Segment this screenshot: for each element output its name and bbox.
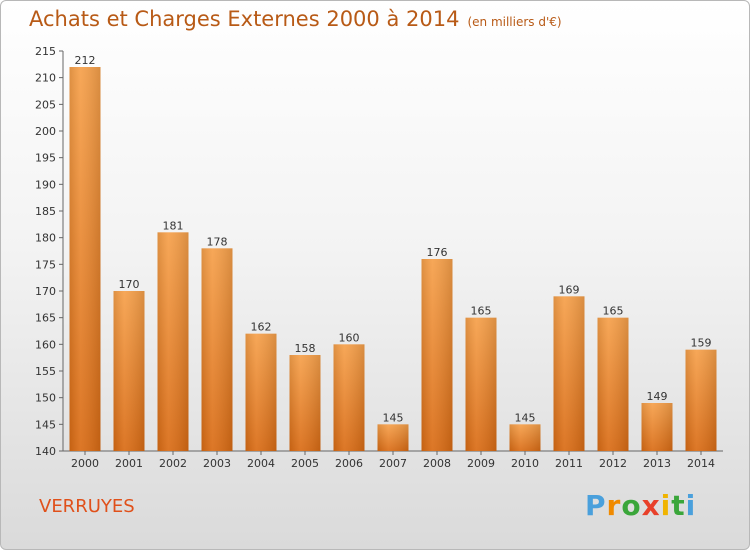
y-tick-label: 170 (35, 285, 56, 298)
bar-shade-2002 (157, 232, 189, 451)
bar-shade-2001 (113, 291, 145, 451)
x-tick-label: 2011 (555, 457, 583, 470)
bar-shade-2004 (245, 333, 277, 451)
bar-shade-2006 (333, 344, 365, 451)
y-tick-label: 160 (35, 338, 56, 351)
proxiti-logo: Proxiti (585, 489, 697, 522)
bar-shade-2014 (685, 349, 717, 451)
bar-value-label: 165 (471, 305, 492, 318)
bar-shade-2005 (289, 355, 321, 451)
chart-title: Achats et Charges Externes 2000 à 2014 (e… (29, 7, 562, 31)
bar-value-label: 145 (515, 411, 536, 424)
y-tick-label: 195 (35, 152, 56, 165)
chart-title-text: Achats et Charges Externes 2000 à 2014 (29, 7, 460, 31)
x-tick-label: 2002 (159, 457, 187, 470)
x-tick-label: 2013 (643, 457, 671, 470)
bar-value-label: 212 (75, 54, 96, 67)
y-tick-label: 150 (35, 392, 56, 405)
bar-shade-2008 (421, 259, 453, 451)
bar-value-label: 159 (691, 337, 712, 350)
bar-shade-2009 (465, 317, 497, 451)
y-tick-label: 185 (35, 205, 56, 218)
bars: 212 170 181 178 162 158 160 145 176 165 145 169 165 1… (69, 54, 717, 451)
bar-shade-2007 (377, 424, 409, 451)
bar-shade-2011 (553, 296, 585, 451)
bar-value-label: 178 (207, 235, 228, 248)
x-tick-label: 2003 (203, 457, 231, 470)
bar-shade-2012 (597, 317, 629, 451)
x-tick-label: 2001 (115, 457, 143, 470)
x-tick-label: 2009 (467, 457, 495, 470)
y-tick-label: 175 (35, 258, 56, 271)
bar-value-label: 169 (559, 283, 580, 296)
bar-value-label: 145 (383, 411, 404, 424)
x-tick-label: 2014 (687, 457, 715, 470)
x-tick-label: 2006 (335, 457, 363, 470)
y-tick-label: 165 (35, 312, 56, 325)
y-tick-label: 215 (35, 45, 56, 58)
bar-value-label: 170 (119, 278, 140, 291)
bar-value-label: 158 (295, 342, 316, 355)
x-tick-label: 2005 (291, 457, 319, 470)
axes: 1401451501551601651701751801851901952002… (35, 45, 723, 470)
y-tick-label: 140 (35, 445, 56, 458)
bar-value-label: 176 (427, 246, 448, 259)
bar-shade-2003 (201, 248, 233, 451)
x-tick-label: 2012 (599, 457, 627, 470)
bar-shade-2010 (509, 424, 541, 451)
bar-value-label: 160 (339, 331, 360, 344)
y-tick-label: 200 (35, 125, 56, 138)
x-tick-label: 2004 (247, 457, 275, 470)
bar-value-label: 149 (647, 390, 668, 403)
bar-value-label: 162 (251, 321, 272, 334)
y-tick-label: 205 (35, 98, 56, 111)
bar-value-label: 165 (603, 305, 624, 318)
chart-unit: (en milliers d'€) (467, 15, 562, 29)
bar-shade-2000 (69, 67, 101, 451)
y-tick-label: 155 (35, 365, 56, 378)
x-tick-label: 2007 (379, 457, 407, 470)
bar-value-label: 181 (163, 219, 184, 232)
commune-name: VERRUYES (39, 496, 135, 517)
y-tick-label: 145 (35, 418, 56, 431)
x-tick-label: 2000 (71, 457, 99, 470)
y-tick-label: 190 (35, 178, 56, 191)
bar-shade-2013 (641, 403, 673, 451)
x-tick-label: 2010 (511, 457, 539, 470)
y-tick-label: 210 (35, 72, 56, 85)
x-tick-label: 2008 (423, 457, 451, 470)
y-tick-label: 180 (35, 232, 56, 245)
